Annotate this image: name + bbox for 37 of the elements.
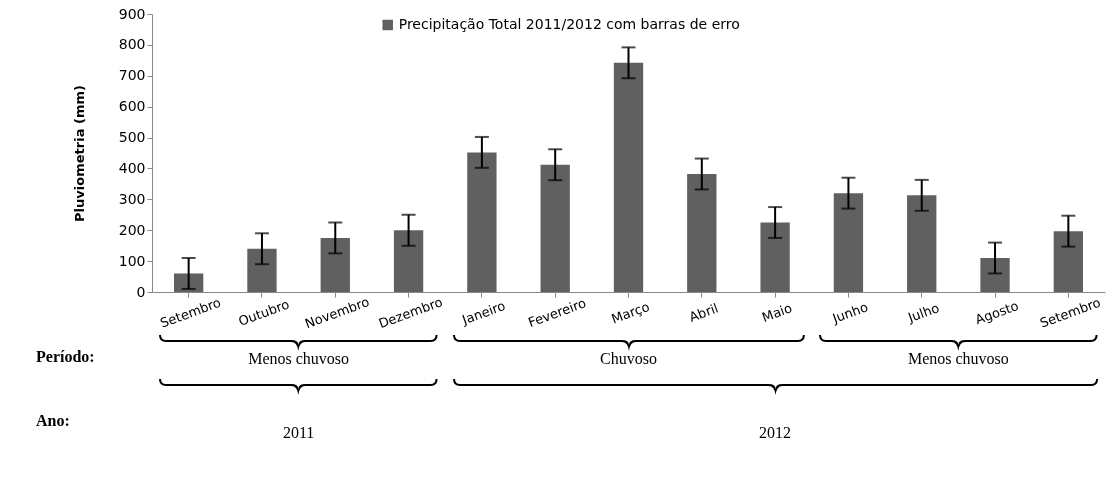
bar: [467, 152, 497, 292]
text: Menos chuvoso: [248, 350, 350, 368]
x-tick-label: Abril: [687, 300, 721, 325]
bar: [540, 164, 570, 292]
bar: [247, 248, 277, 292]
text: Chuvoso: [600, 350, 657, 368]
y-tick-label: 800: [118, 36, 146, 53]
text: Menos chuvoso: [907, 350, 1009, 368]
bar: [687, 174, 717, 292]
bar: [393, 230, 424, 292]
y-tick-label: 600: [118, 98, 146, 115]
text: Período:: [36, 348, 95, 366]
y-tick-label: 200: [118, 221, 146, 238]
y-tick-label: 400: [118, 159, 146, 176]
y-tick-label: 900: [118, 5, 146, 22]
x-tick-label: Julho: [905, 300, 942, 326]
y-tick-label: 300: [118, 190, 146, 207]
bar: [833, 193, 864, 292]
text: Ano:: [36, 412, 70, 430]
y-tick-label: 500: [118, 129, 146, 146]
legend-label: Precipitação Total 2011/2012 com barras de erro: [398, 16, 740, 32]
y-axis-title: Pluviometria (mm): [71, 85, 87, 222]
bar: [760, 222, 790, 292]
text: 2011: [282, 424, 315, 442]
x-tick-label: Junho: [829, 299, 871, 327]
x-tick-label: Agosto: [973, 297, 1021, 328]
x-tick-label: Maio: [759, 300, 795, 325]
x-tick-label: Março: [609, 298, 652, 327]
y-tick-label: 0: [136, 283, 146, 300]
bar: [320, 237, 350, 292]
bar: [613, 62, 644, 292]
text: 2012: [759, 424, 792, 442]
y-tick-label: 700: [118, 67, 146, 84]
bar: [980, 258, 1010, 292]
bar: [1053, 231, 1084, 292]
bar: [907, 195, 937, 292]
y-tick-label: 100: [118, 252, 146, 269]
